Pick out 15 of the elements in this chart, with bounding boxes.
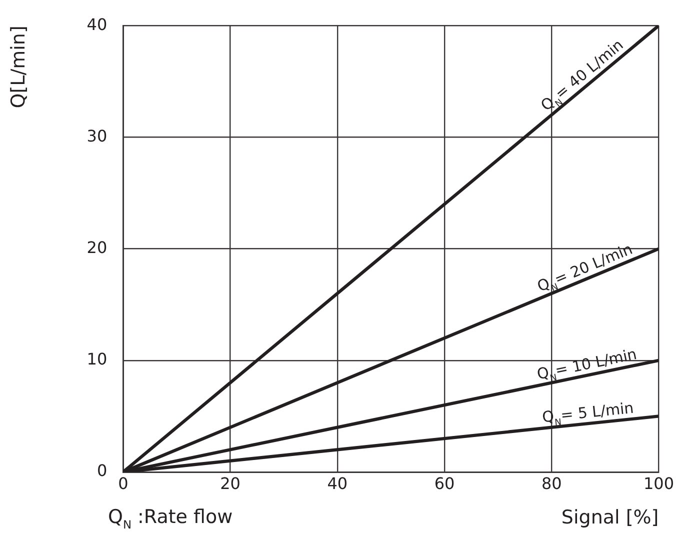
x-tick-label: 60	[434, 474, 455, 493]
y-axis-title: Q[L/min]	[7, 26, 30, 108]
y-tick-label: 0	[96, 461, 108, 480]
y-tick-label: 20	[86, 238, 108, 257]
x-tick-label: 20	[220, 474, 240, 493]
x-tick-label: 40	[327, 474, 348, 493]
x-tick-label: 100	[643, 474, 674, 493]
y-tick-label: 30	[86, 126, 108, 146]
y-tick-label: 40	[86, 14, 108, 34]
text: QN= 5 L/min	[541, 398, 635, 428]
y-tick-label: 10	[86, 350, 108, 369]
x-tick-label: 0	[118, 474, 128, 493]
text: QN= 10 L/min	[535, 345, 638, 384]
x-tick-label: 80	[541, 474, 562, 493]
x-axis-title: Signal [%]	[561, 506, 659, 529]
